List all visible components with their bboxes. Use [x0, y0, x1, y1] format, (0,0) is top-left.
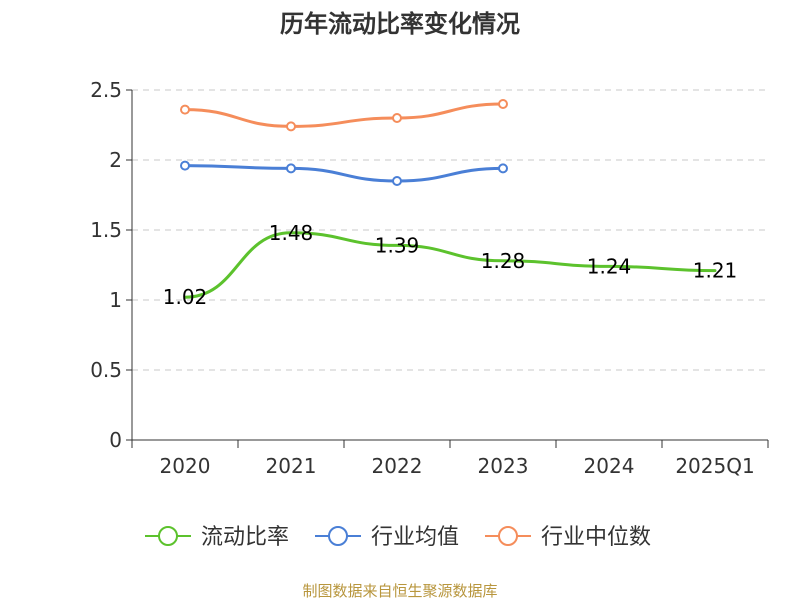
x-tick-label: 2025Q1 — [675, 454, 754, 478]
legend-item-3[interactable]: 行业中位数 — [485, 525, 651, 550]
legend-item-2[interactable]: 行业均值 — [315, 525, 459, 550]
data-label: 1.28 — [481, 249, 526, 273]
grid-lines — [132, 89, 768, 371]
data-label: 1.02 — [163, 285, 208, 309]
data-point — [286, 121, 296, 132]
data-label: 1.24 — [587, 254, 632, 278]
y-tick-label: 2 — [109, 148, 122, 172]
legend-marker-icon — [328, 526, 348, 546]
data-point — [286, 163, 296, 174]
y-tick-label: 1.5 — [90, 218, 122, 242]
data-point — [180, 104, 190, 115]
data-labels: 1.02 1.48 1.39 1.28 1.24 1.21 — [163, 221, 738, 309]
source-note: 制图数据来自恒生聚源数据库 — [302, 582, 497, 600]
x-tick-label: 2022 — [372, 454, 423, 478]
series-line-2 — [183, 164, 505, 183]
x-tick-label: 2023 — [478, 454, 529, 478]
legend-label: 流动比率 — [201, 525, 289, 550]
axes: 0 0.5 1 1.5 2 2.5 2020 2021 2022 2023 2024 2025Q1 — [90, 78, 769, 478]
legend-label: 行业中位数 — [541, 525, 651, 550]
legend-item-1[interactable]: 流动比率 — [145, 525, 289, 550]
x-tick-label: 2020 — [160, 454, 211, 478]
y-tick-label: 0.5 — [90, 358, 122, 382]
y-tick-label: 2.5 — [90, 78, 122, 102]
data-point — [498, 99, 508, 109]
series-line-1 — [183, 231, 717, 299]
y-tick-label: 0 — [109, 428, 122, 452]
data-label: 1.48 — [269, 221, 314, 245]
legend[interactable]: 流动比率 行业均值 行业中位数 — [145, 525, 651, 550]
data-point — [392, 113, 402, 123]
legend-label: 行业均值 — [371, 525, 459, 550]
data-point — [498, 163, 508, 174]
legend-marker-icon — [498, 526, 518, 546]
series-lines — [180, 99, 717, 299]
data-point — [180, 160, 190, 171]
legend-marker-icon — [158, 526, 178, 546]
series-line-3 — [183, 102, 505, 128]
y-tick-label: 1 — [109, 288, 122, 312]
chart-title: 历年流动比率变化情况 — [280, 10, 520, 38]
x-tick-label: 2024 — [584, 454, 635, 478]
data-label: 1.39 — [375, 233, 420, 257]
x-tick-label: 2021 — [266, 454, 317, 478]
data-point — [392, 176, 402, 186]
data-label: 1.21 — [693, 259, 738, 283]
